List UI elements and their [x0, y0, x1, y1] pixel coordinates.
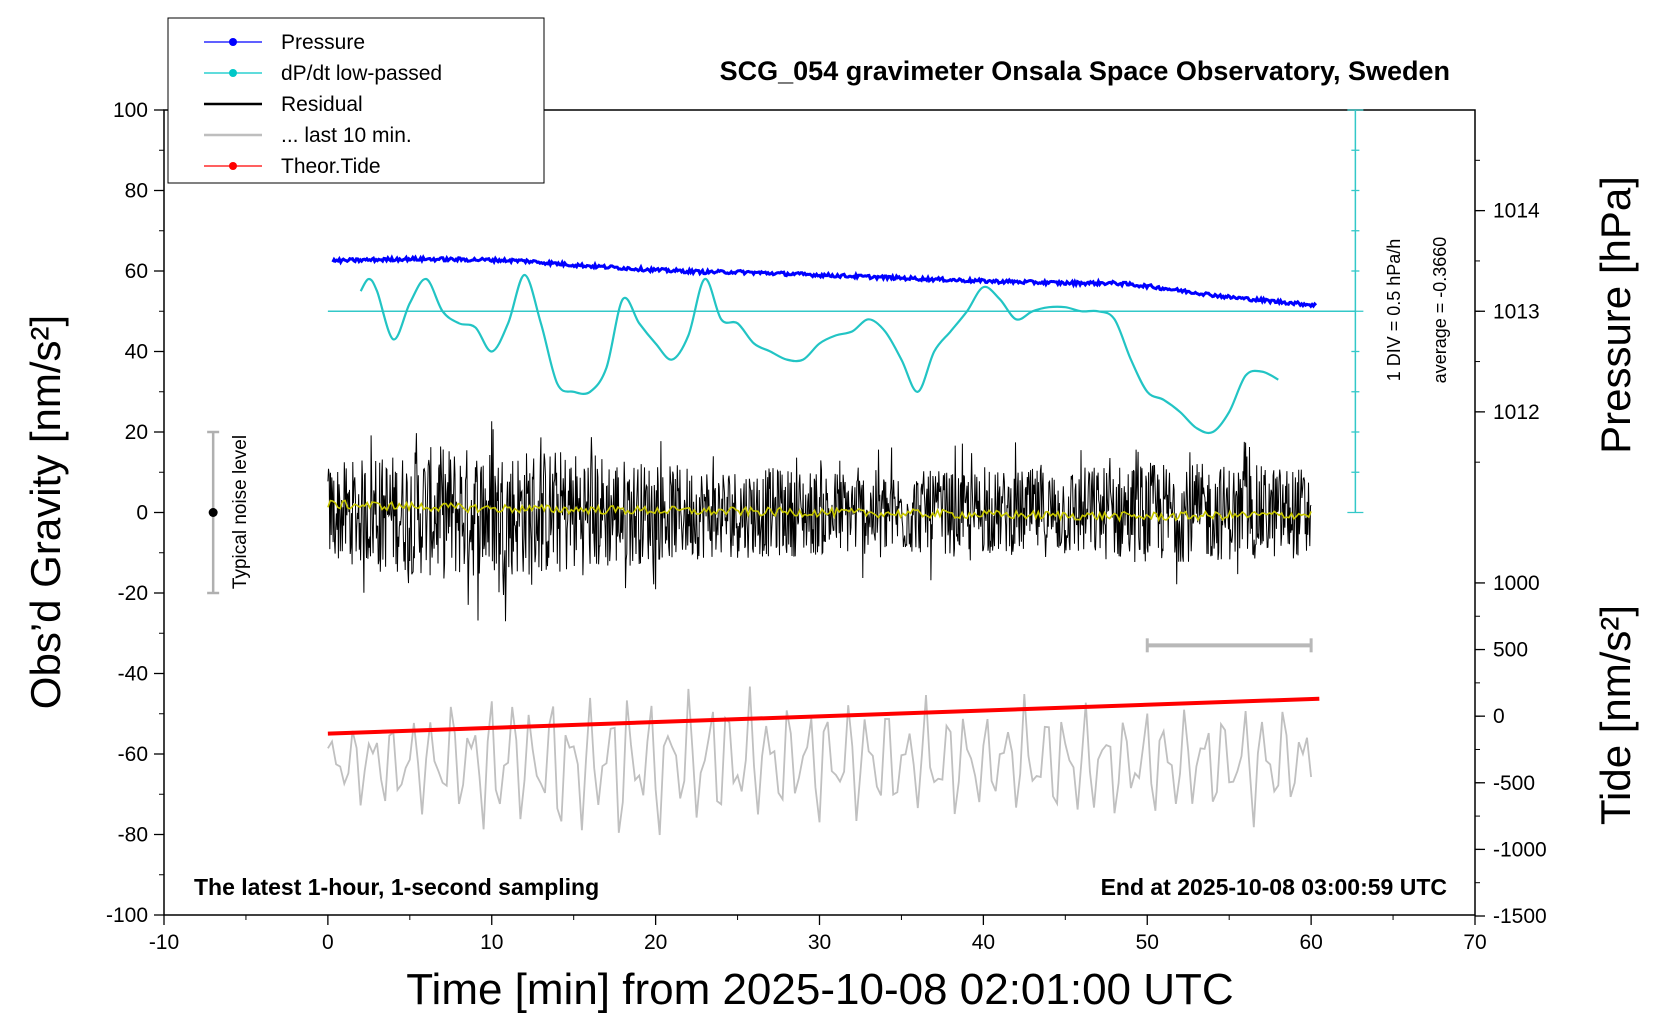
legend-frame: [167, 17, 545, 184]
y-tick-label: -20: [118, 582, 148, 605]
y-tick-label: 100: [113, 99, 148, 122]
tide-tick-label: 0: [1493, 705, 1505, 728]
y-tick-label: 40: [125, 341, 148, 364]
legend-label: Pressure: [281, 31, 365, 54]
tide-series: [327, 696, 1320, 736]
x-tick-label: 70: [1463, 931, 1486, 954]
pressure-series: [331, 254, 1318, 309]
y-tick-label: 0: [136, 502, 148, 525]
legend-label: ... last 10 min.: [281, 124, 412, 147]
x-tick-label: 40: [972, 931, 995, 954]
legend-marker: [229, 162, 237, 170]
dpdt-average-label: average = -0.3660: [1430, 237, 1450, 384]
y-tick-label: 60: [125, 260, 148, 283]
x-tick-label: -10: [149, 931, 179, 954]
residual-series: [327, 421, 1312, 622]
noise-level-dot: [208, 508, 218, 517]
pressure-tick-label: 1014: [1493, 200, 1540, 223]
x-tick-label: 50: [1136, 931, 1159, 954]
x-tick-label: 10: [480, 931, 503, 954]
tide-tick-label: -1500: [1493, 905, 1547, 928]
x-tick-label: 0: [322, 931, 334, 954]
legend-label: Residual: [281, 93, 363, 116]
tide-tick-label: 1000: [1493, 572, 1540, 595]
tide-tick-label: -1000: [1493, 838, 1547, 861]
dpdt-scale-label: 1 DIV = 0.5 hPa/h: [1384, 239, 1404, 382]
pressure-tick-label: 1012: [1493, 401, 1540, 424]
y-tick-label: -80: [118, 824, 148, 847]
axis-ticks: -10 0 10 20 30 40 50 60 70-100-80-60-40-20020406…: [106, 99, 1547, 954]
y-tick-label: 80: [125, 180, 148, 203]
y-tick-label: -60: [118, 743, 148, 766]
legend-marker: [229, 38, 237, 46]
series-layer: [327, 254, 1356, 836]
y-tick-label: -100: [106, 904, 148, 927]
x-tick-label: 60: [1299, 931, 1322, 954]
legend-label: Theor.Tide: [281, 155, 381, 178]
pressure-axis-label: Pressure [hPa]: [1592, 176, 1639, 454]
residual-smoothed-series: [327, 499, 1312, 523]
note-latest-hour: The latest 1-hour, 1-second sampling: [194, 874, 599, 900]
chart-title: SCG_054 gravimeter Onsala Space Observat…: [720, 56, 1450, 86]
annotation-layer: [207, 109, 1364, 653]
dpdt-series: [359, 273, 1279, 435]
tide-axis-label: Tide [nm/s²]: [1592, 605, 1639, 825]
last-10min-series: [327, 686, 1312, 836]
note-end-time: End at 2025-10-08 03:00:59 UTC: [1101, 874, 1447, 900]
y-tick-label: 20: [125, 421, 148, 444]
x-tick-label: 20: [644, 931, 667, 954]
y-axis-label: Obs’d Gravity [nm/s²]: [22, 315, 69, 709]
pressure-tick-label: 1013: [1493, 300, 1540, 323]
x-tick-label: 30: [808, 931, 831, 954]
noise-level-label: Typical noise level: [230, 435, 251, 589]
legend-marker: [229, 69, 237, 77]
tide-tick-label: 500: [1493, 639, 1528, 662]
y-tick-label: -40: [118, 663, 148, 686]
legend: Pressure dP/dt low-passed Residual ... last…: [167, 17, 545, 184]
legend-label: dP/dt low-passed: [281, 62, 442, 85]
x-axis-label: Time [min] from 2025-10-08 02:01:00 UTC: [406, 965, 1233, 1014]
tide-tick-label: -500: [1493, 772, 1535, 795]
